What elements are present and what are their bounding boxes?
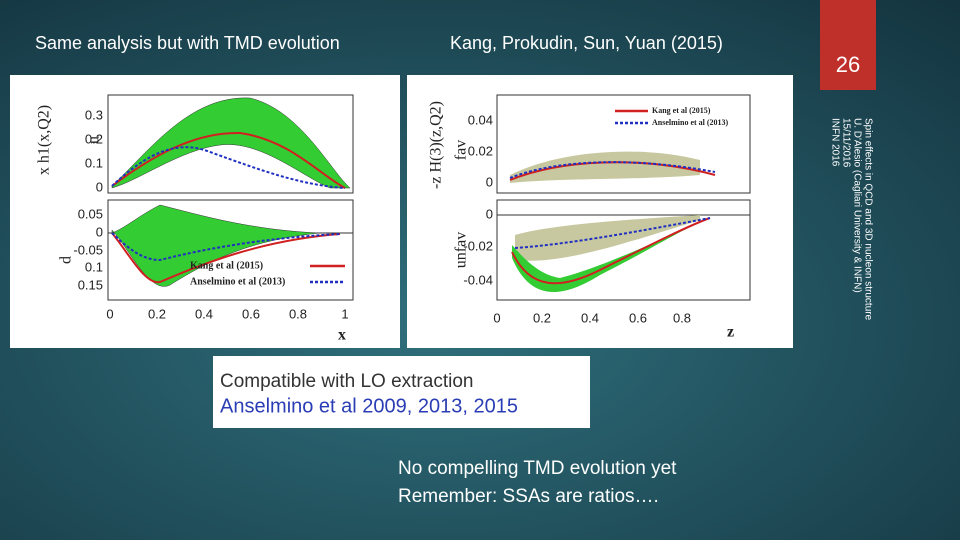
y-tick-label: 0.04	[468, 112, 493, 127]
y-axis-label: x h1(x,Q2)	[36, 105, 53, 175]
callout-line: Anselmino et al 2009, 2013, 2015	[220, 395, 518, 417]
slide-number: 26	[836, 52, 860, 77]
panel-label: fav	[453, 140, 470, 160]
x-tick-label: 0	[493, 310, 500, 325]
legend-label: Kang et al (2015)	[652, 106, 711, 115]
x-tick-label: 0.4	[195, 306, 213, 321]
side-note-line: 15/11/2016	[840, 118, 851, 168]
y-tick-label: -0.05	[73, 242, 103, 257]
panel-label: u	[86, 136, 103, 144]
y-tick-label: 0.05	[78, 206, 103, 221]
conclusion-line: Remember: SSAs are ratios….	[398, 486, 659, 507]
figure-right	[407, 75, 793, 348]
x-tick-label: 0	[106, 306, 113, 321]
x-axis-label: x	[338, 327, 346, 344]
y-tick-label: 0.2	[85, 131, 103, 146]
x-tick-label: 0.4	[581, 310, 599, 325]
callout-box	[213, 356, 590, 428]
number-tab	[820, 0, 876, 90]
y-tick-label: 0	[486, 174, 493, 189]
x-axis-label: z	[727, 324, 734, 341]
curves	[111, 97, 716, 293]
title-left: Same analysis but with TMD evolution	[35, 33, 340, 53]
x-tick-label: 0.6	[242, 306, 260, 321]
side-note-line: INFN 2016	[829, 118, 840, 167]
y-tick-label: 0	[486, 206, 493, 221]
legend-label: Anselmino et al (2013)	[190, 276, 285, 287]
x-tick-label: 0.8	[673, 310, 691, 325]
y-tick-label: 0	[96, 224, 103, 239]
y-tick-label: 0.1	[85, 259, 103, 274]
title-right: Kang, Prokudin, Sun, Yuan (2015)	[450, 33, 723, 53]
x-tick-label: 0.2	[148, 306, 166, 321]
legend-label: Kang et al (2015)	[190, 260, 263, 271]
legend-label: Anselmino et al (2013)	[652, 118, 729, 127]
x-tick-label: 0.6	[629, 310, 647, 325]
y-tick-label: 0.02	[468, 143, 493, 158]
y-axis-label: -z H(3)(z,Q2)	[428, 101, 445, 189]
y-tick-label: 0.1	[85, 155, 103, 170]
x-tick-label: 0.8	[289, 306, 307, 321]
x-tick-label: 0.2	[533, 310, 551, 325]
callout-line: Compatible with LO extraction	[220, 371, 473, 392]
y-tick-label: 0.3	[85, 107, 103, 122]
side-note: Spin effects in QCD and 3D nucleon struc…	[829, 118, 873, 321]
conclusion-line: No compelling TMD evolution yet	[398, 458, 677, 479]
panel-label: d	[58, 256, 75, 264]
y-tick-label: 0.15	[78, 277, 103, 292]
panel-label: unfav	[453, 232, 470, 268]
y-tick-label: 0	[96, 179, 103, 194]
y-tick-label: -0.02	[463, 238, 493, 253]
side-note-line: Spin effects in QCD and 3D nucleon struc…	[862, 118, 873, 321]
x-tick-label: 1	[341, 306, 348, 321]
y-tick-label: -0.04	[463, 272, 493, 287]
side-note-line: U. D'Alesio (Cagliari University & INFN)	[851, 118, 862, 293]
